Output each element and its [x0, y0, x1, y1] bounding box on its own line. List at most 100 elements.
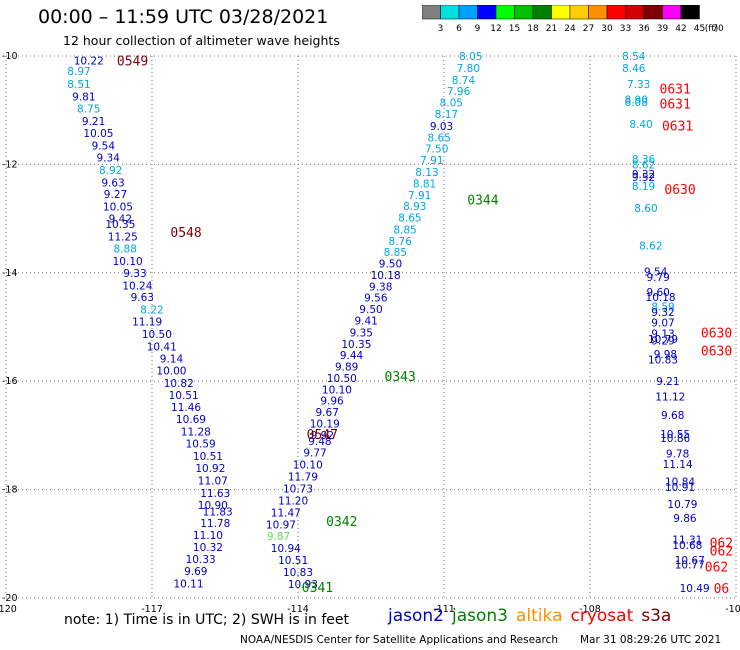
- wave-height-value: 9.96: [320, 396, 344, 408]
- colorbar-label: 21: [546, 24, 557, 34]
- wave-height-value: 11.07: [198, 475, 228, 487]
- wave-height-value: 10.59: [186, 439, 216, 451]
- wave-height-value: 10.35: [341, 339, 371, 351]
- colorbar-label: 15: [509, 24, 520, 34]
- page-subtitle: 12 hour collection of altimeter wave hei…: [63, 33, 340, 48]
- pass-time-label: 0549: [117, 54, 148, 69]
- wave-height-value: 9.86: [673, 513, 697, 525]
- wave-height-value: 10.86: [660, 433, 690, 445]
- colorbar-label: 36: [638, 24, 650, 34]
- wave-height-value: 8.22: [140, 305, 163, 317]
- satellite-legend: jason2 jason3 altika cryosat s3a: [388, 606, 679, 626]
- lon-tick-label: -105: [725, 604, 740, 615]
- lat-tick-label: -14: [2, 268, 18, 279]
- wave-height-value: 7.50: [425, 144, 448, 156]
- legend-item-s3a: s3a: [641, 606, 672, 626]
- lon-tick-label: -111: [433, 604, 455, 615]
- wave-height-value: 9.13: [651, 329, 674, 341]
- colorbar-unit: (ft): [705, 24, 719, 34]
- wave-height-value: 10.93: [288, 579, 318, 591]
- pass-time-label: 0630: [664, 183, 695, 198]
- lat-tick-label: -12: [2, 159, 18, 170]
- wave-height-value: 8.05: [440, 98, 463, 110]
- wave-height-value: 9.34: [97, 152, 121, 164]
- wave-height-value: 9.32: [632, 169, 655, 181]
- wave-height-value: 10.69: [176, 414, 206, 426]
- lat-tick-label: -10: [2, 51, 18, 62]
- wave-height-value: 10.50: [142, 329, 172, 341]
- wave-height-value: 11.10: [193, 530, 223, 542]
- wave-height-value: 8.13: [415, 167, 438, 179]
- wave-height-value: 10.24: [122, 280, 152, 292]
- wave-height-value: 9.38: [369, 281, 392, 293]
- wave-height-value: 9.87: [267, 531, 290, 543]
- wave-height-value: 9.60: [646, 287, 669, 299]
- wave-height-value: 9.69: [184, 566, 207, 578]
- wave-height-value: 9.68: [661, 410, 684, 422]
- wave-height-value: 10.82: [164, 378, 194, 390]
- colorbar-label: 45: [694, 24, 705, 34]
- wave-height-value: 9.42: [109, 214, 132, 226]
- wave-height-value: 9.29: [651, 336, 674, 348]
- wave-height-value: 9.89: [335, 362, 358, 374]
- wave-height-value: 10.51: [193, 451, 223, 463]
- wave-height-value: 10.05: [83, 128, 113, 140]
- wave-height-value: 10.10: [293, 460, 323, 472]
- wave-height-value: 11.63: [200, 488, 230, 500]
- colorbar-label: 42: [675, 24, 686, 34]
- wave-height-value: 7.33: [627, 79, 650, 91]
- footer-note: note: 1) Time is in UTC; 2) SWH is in fe…: [64, 612, 350, 628]
- wave-height-value: 10.41: [147, 342, 177, 354]
- pass-time-label: 062: [705, 561, 728, 576]
- wave-height-value: 11.78: [200, 518, 230, 530]
- pass-time-label: 062: [710, 537, 733, 552]
- wave-height-value: 9.44: [340, 350, 364, 362]
- wave-height-value: 8.51: [67, 79, 90, 91]
- wave-height-value: 9.54: [644, 267, 668, 279]
- pass-time-label: 0547: [307, 428, 338, 443]
- wave-height-value: 10.68: [672, 540, 702, 552]
- wave-height-value: 11.79: [288, 472, 318, 484]
- pass-time-label: 0343: [385, 370, 416, 385]
- legend-item-cryosat: cryosat: [570, 606, 634, 626]
- colorbar-label: 30: [601, 24, 613, 34]
- lon-tick-label: -114: [287, 604, 309, 615]
- wave-height-value: 10.18: [371, 270, 401, 282]
- wave-height-value: 9.27: [104, 189, 127, 201]
- pass-time-label: 0630: [701, 344, 732, 359]
- wave-height-value: 9.07: [651, 318, 674, 330]
- wave-height-value: 8.62: [639, 241, 662, 253]
- wave-height-value: 10.10: [322, 384, 352, 396]
- wave-height-value: 10.73: [283, 484, 313, 496]
- wave-height-value: 9.63: [101, 177, 124, 189]
- wave-height-value: 11.83: [203, 506, 233, 518]
- wave-height-value: 10.83: [648, 355, 678, 367]
- colorbar-label: 27: [583, 24, 594, 34]
- pass-time-label: 0631: [660, 83, 691, 98]
- generated-timestamp: Mar 31 08:29:26 UTC 2021: [580, 634, 722, 646]
- wave-height-value: 11.20: [278, 495, 308, 507]
- wave-height-value: 11.28: [181, 427, 211, 439]
- wave-height-value: 10.32: [193, 542, 223, 554]
- wave-height-value: 8.92: [99, 165, 122, 177]
- colorbar: 3 6 9 12 15 18 21 24 27 30 33 36 39 42 45 70(ft): [422, 5, 724, 34]
- wave-height-value: 10.35: [105, 219, 135, 231]
- wave-height-value: 10.18: [646, 292, 676, 304]
- wave-height-value: 10.79: [667, 499, 697, 511]
- lon-tick-label: -117: [141, 604, 163, 615]
- legend-item-jason3: jason3: [452, 606, 508, 626]
- pass-time-label: 0631: [662, 119, 693, 134]
- wave-height-value: 9.14: [160, 353, 184, 365]
- wave-height-value: 8.76: [389, 236, 413, 248]
- wave-height-value: 10.79: [648, 334, 678, 346]
- wave-height-value: 9.03: [430, 121, 453, 133]
- pass-time-label: 0548: [170, 226, 201, 241]
- colorbar-label: 33: [620, 24, 631, 34]
- wave-height-value: 10.49: [680, 583, 710, 595]
- wave-height-value: 8.65: [427, 132, 450, 144]
- wave-height-value: 9.78: [666, 448, 689, 460]
- wave-height-value: 8.17: [435, 109, 458, 121]
- wave-height-value: 9.77: [303, 448, 326, 460]
- wave-height-value: 11.47: [271, 507, 301, 519]
